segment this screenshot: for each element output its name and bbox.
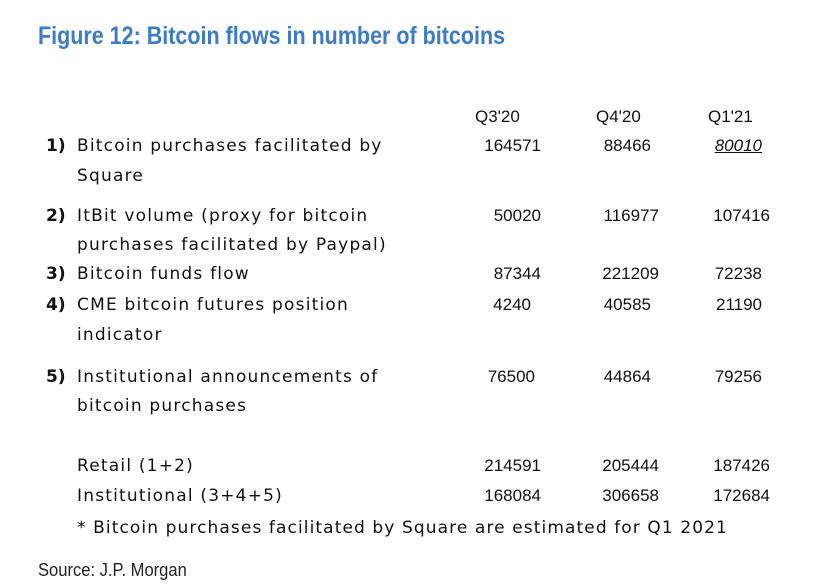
table-cell: 76500 — [487, 367, 535, 386]
table-cell: 44864 — [603, 367, 651, 386]
table-cell: 4240 — [493, 295, 531, 314]
row-label-continued: Square — [77, 166, 145, 186]
table-cell: 214591 — [484, 456, 541, 475]
table-cell: 116977 — [603, 206, 659, 225]
footnote: * Bitcoin purchases facilitated by Squar… — [77, 518, 728, 538]
table-cell: 168084 — [484, 486, 541, 505]
table-cell: 50020 — [493, 206, 541, 225]
table-cell: 205444 — [602, 456, 659, 475]
table-cell: 88466 — [603, 136, 651, 155]
table-cell: 79256 — [714, 367, 762, 386]
total-label-institutional: Institutional (3+4+5) — [77, 486, 283, 506]
table-cell: 21190 — [715, 295, 762, 314]
row-label: Institutional announcements of — [77, 367, 379, 387]
table-cell: 187426 — [713, 456, 770, 475]
row-index: 2) — [46, 206, 66, 226]
table-cell: 87344 — [493, 264, 541, 283]
row-label: Bitcoin funds flow — [77, 264, 250, 284]
table-cell-estimated: 80010 — [714, 136, 762, 155]
row-index: 3) — [46, 264, 66, 284]
row-label: ItBit volume (proxy for bitcoin — [77, 206, 369, 226]
row-label-continued: indicator — [77, 325, 163, 345]
table-cell: 306658 — [602, 486, 659, 505]
table-cell: 107416 — [713, 206, 770, 225]
row-index: 4) — [46, 295, 66, 315]
column-header-q4-20: Q4'20 — [596, 107, 641, 126]
column-header-q3-20: Q3'20 — [475, 107, 520, 126]
row-index: 5) — [46, 367, 66, 387]
row-label-continued: bitcoin purchases — [77, 396, 248, 416]
table-cell: 72238 — [714, 264, 762, 283]
row-index: 1) — [46, 136, 66, 156]
table-cell: 221209 — [602, 264, 659, 283]
source-note: Source: J.P. Morgan — [38, 560, 187, 580]
total-label-retail: Retail (1+2) — [77, 456, 194, 476]
row-label: CME bitcoin futures position — [77, 295, 349, 315]
table-cell: 164571 — [484, 136, 541, 155]
column-header-q1-21: Q1'21 — [708, 107, 753, 126]
row-label: Bitcoin purchases facilitated by — [77, 136, 383, 156]
table-cell: 40585 — [603, 295, 651, 314]
table-cell: 172684 — [713, 486, 770, 505]
figure-title: Figure 12: Bitcoin flows in number of bi… — [38, 22, 506, 50]
row-label-continued: purchases facilitated by Paypal) — [77, 235, 387, 255]
